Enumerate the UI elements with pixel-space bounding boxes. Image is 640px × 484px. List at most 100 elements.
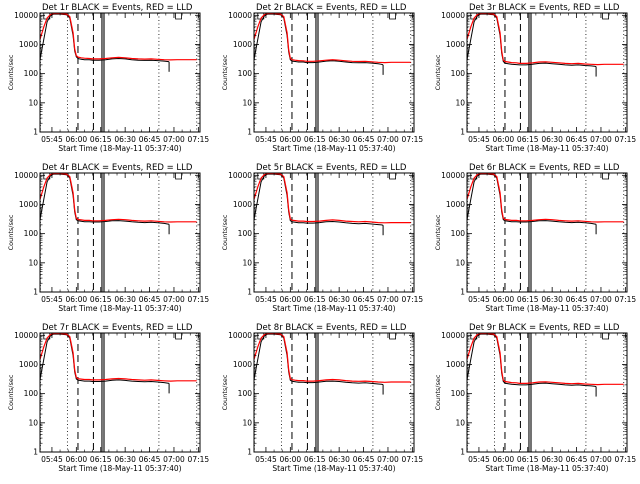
plot-frame — [466, 12, 628, 133]
x-tick-label: 07:00 — [590, 455, 612, 464]
y-tick-label: 10 — [242, 258, 252, 267]
x-tick-label: 06:45 — [139, 295, 161, 304]
panel-title: Det 8r BLACK = Events, RED = LLD — [256, 323, 407, 333]
x-tick-label: 07:15 — [402, 295, 424, 304]
x-tick-label: 06:45 — [566, 455, 588, 464]
x-tick-label: 07:15 — [188, 455, 210, 464]
x-tick-label: 06:45 — [566, 135, 588, 144]
y-tick-label: 100 — [24, 389, 39, 398]
x-tick-label: 06:00 — [493, 295, 515, 304]
flag-marker — [389, 173, 396, 180]
x-tick-label: 07:15 — [615, 455, 637, 464]
x-tick-label: 06:30 — [328, 455, 350, 464]
x-tick-label: 06:15 — [304, 135, 326, 144]
y-axis-label: Counts/sec — [434, 54, 442, 90]
y-tick-label: 10000 — [441, 331, 465, 340]
flag-marker — [602, 173, 609, 180]
x-tick-label: 05:45 — [468, 455, 490, 464]
x-tick-label: 06:45 — [139, 455, 161, 464]
y-tick-label: 1 — [247, 288, 252, 297]
x-tick-label: 07:00 — [377, 455, 399, 464]
series-line-lld — [466, 12, 624, 66]
y-tick-label: 1000 — [19, 360, 38, 369]
panel-1: Det 1r BLACK = Events, RED = LLD 1 10 100 10… — [7, 3, 209, 153]
x-tick-label: 06:15 — [517, 455, 539, 464]
x-tick-label: 05:45 — [41, 295, 63, 304]
y-tick-label: 10 — [455, 258, 465, 267]
y-tick-label: 10000 — [441, 171, 465, 180]
x-tick-label: 06:00 — [493, 455, 515, 464]
y-tick-label: 10000 — [228, 11, 252, 20]
y-tick-label: 10 — [242, 98, 252, 107]
y-tick-label: 10 — [28, 258, 38, 267]
y-tick-label: 10 — [28, 418, 38, 427]
x-tick-label: 06:45 — [353, 295, 375, 304]
plot-frame — [253, 12, 415, 133]
x-tick-label: 07:15 — [402, 455, 424, 464]
y-tick-label: 1 — [247, 448, 252, 457]
flag-marker — [175, 173, 182, 180]
x-tick-label: 06:00 — [280, 135, 302, 144]
series-line-events — [39, 333, 170, 384]
plot-frame — [39, 172, 201, 293]
plot-frame — [466, 172, 628, 293]
flag-marker — [175, 13, 182, 20]
panel-9: Det 9r BLACK = Events, RED = LLD 1 10 100 10… — [434, 323, 636, 473]
x-tick-label: 05:45 — [468, 295, 490, 304]
x-axis-label: Start Time (18-May-11 05:37:40) — [272, 304, 395, 313]
x-tick-label: 06:00 — [280, 295, 302, 304]
panel-8: Det 8r BLACK = Events, RED = LLD 1 10 100 10… — [221, 323, 423, 473]
panel-title: Det 7r BLACK = Events, RED = LLD — [42, 323, 193, 333]
x-tick-label: 06:30 — [114, 455, 136, 464]
y-tick-label: 10000 — [228, 171, 252, 180]
plot-frame — [39, 12, 201, 133]
x-axis-label: Start Time (18-May-11 05:37:40) — [485, 304, 608, 313]
y-tick-label: 10000 — [14, 11, 38, 20]
series-line-events — [39, 173, 170, 225]
panel-2: Det 2r BLACK = Events, RED = LLD 1 10 100 10… — [221, 3, 423, 153]
plot-frame — [253, 332, 415, 453]
x-tick-label: 07:15 — [188, 135, 210, 144]
x-axis-label: Start Time (18-May-11 05:37:40) — [58, 144, 181, 153]
y-tick-label: 10 — [28, 98, 38, 107]
x-axis-label: Start Time (18-May-11 05:37:40) — [58, 464, 181, 473]
panel-title: Det 9r BLACK = Events, RED = LLD — [469, 323, 620, 333]
x-tick-label: 07:00 — [377, 295, 399, 304]
x-axis-label: Start Time (18-May-11 05:37:40) — [272, 464, 395, 473]
y-tick-label: 1 — [247, 128, 252, 137]
x-tick-label: 07:15 — [615, 295, 637, 304]
y-tick-label: 10000 — [14, 171, 38, 180]
y-tick-label: 1000 — [19, 200, 38, 209]
y-tick-label: 1 — [460, 288, 465, 297]
x-tick-label: 06:45 — [353, 135, 375, 144]
panel-title: Det 5r BLACK = Events, RED = LLD — [256, 163, 407, 173]
x-tick-label: 05:45 — [468, 135, 490, 144]
x-tick-label: 06:30 — [541, 295, 563, 304]
x-tick-label: 07:00 — [590, 135, 612, 144]
x-tick-label: 06:15 — [90, 135, 112, 144]
x-tick-label: 07:15 — [615, 135, 637, 144]
flag-marker — [389, 13, 396, 20]
panel-6: Det 6r BLACK = Events, RED = LLD 1 10 100 10… — [434, 163, 636, 313]
y-axis-label: Counts/sec — [434, 214, 442, 250]
x-tick-label: 05:45 — [255, 455, 277, 464]
y-tick-label: 10000 — [228, 331, 252, 340]
y-tick-label: 1 — [460, 128, 465, 137]
plot-frame — [39, 332, 201, 453]
x-tick-label: 07:00 — [163, 135, 185, 144]
panel-4: Det 4r BLACK = Events, RED = LLD 1 10 100 10… — [7, 163, 209, 313]
panel-title: Det 3r BLACK = Events, RED = LLD — [469, 3, 620, 13]
y-tick-label: 10 — [242, 418, 252, 427]
plot-frame — [466, 332, 628, 453]
y-tick-label: 10 — [455, 98, 465, 107]
flag-marker — [602, 333, 609, 340]
y-tick-label: 1000 — [233, 40, 252, 49]
y-tick-label: 100 — [451, 69, 466, 78]
x-axis-label: Start Time (18-May-11 05:37:40) — [485, 144, 608, 153]
y-axis-label: Counts/sec — [7, 54, 15, 90]
x-tick-label: 06:15 — [90, 455, 112, 464]
x-tick-label: 06:00 — [493, 135, 515, 144]
y-tick-label: 100 — [451, 229, 466, 238]
x-tick-label: 06:30 — [328, 135, 350, 144]
